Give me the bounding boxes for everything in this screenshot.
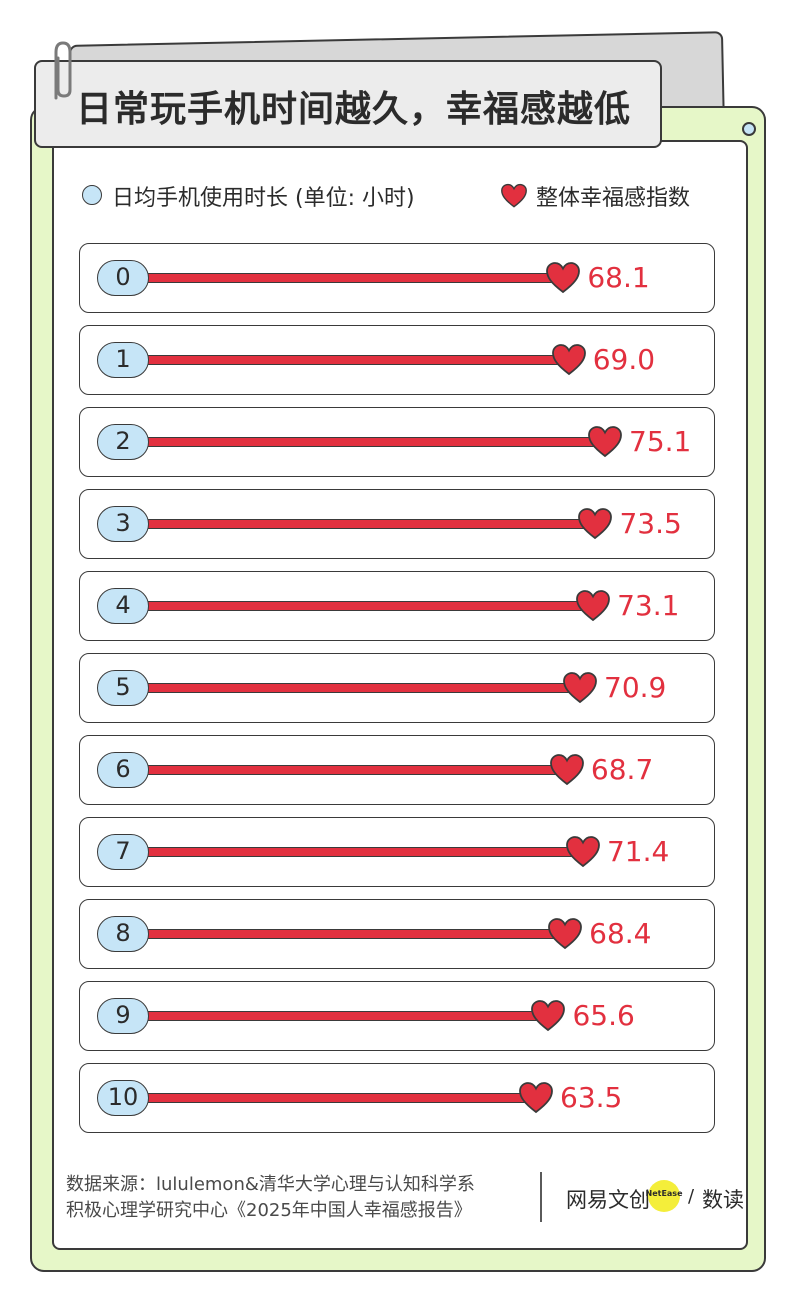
hours-category-label: 0 [97, 260, 149, 296]
brand-circle [648, 1180, 680, 1212]
legend-hours-swatch [82, 185, 102, 205]
legend: 日均手机使用时长 (单位: 小时) 整体幸福感指数 [82, 178, 722, 214]
brand-en: NetEase [645, 1189, 683, 1198]
chart-row: 6 68.7 [79, 735, 715, 805]
hours-category-label: 7 [97, 834, 149, 870]
heart-icon [551, 344, 586, 376]
heart-icon [563, 672, 597, 704]
happiness-value-label: 63.5 [560, 1081, 623, 1114]
heart-icon [588, 426, 622, 458]
paperclip-icon [54, 41, 72, 100]
chart-row: 4 73.1 [79, 571, 715, 641]
happiness-bar [140, 683, 581, 693]
happiness-bar [140, 355, 569, 365]
happiness-value-label: 70.9 [604, 671, 667, 704]
happiness-bar [140, 437, 605, 447]
heart-icon [566, 836, 600, 868]
chart-row: 0 68.1 [79, 243, 715, 313]
chart-row: 8 68.4 [79, 899, 715, 969]
happiness-value-label: 69.0 [592, 343, 656, 376]
hours-category-label: 3 [97, 506, 149, 542]
heart-icon [548, 918, 583, 950]
heart-icon [578, 508, 613, 540]
legend-index-label: 整体幸福感指数 [536, 186, 691, 211]
hours-category-label: 10 [97, 1080, 149, 1116]
hours-category-label: 4 [97, 588, 149, 624]
happiness-bar [140, 273, 564, 283]
chart-row: 10 63.5 [79, 1063, 715, 1133]
happiness-bar [140, 847, 583, 857]
chart-row: 3 73.5 [79, 489, 715, 559]
hours-category-label: 5 [97, 670, 149, 706]
happiness-value-label: 71.4 [606, 835, 670, 868]
brand-shudu: 数读 [702, 1188, 744, 1212]
happiness-value-label: 73.5 [619, 507, 682, 540]
source-line-2: 积极心理学研究中心《2025年中国人幸福感报告》 [66, 1200, 472, 1221]
brand-slash: / [688, 1186, 695, 1207]
heart-icon [576, 590, 610, 622]
happiness-bar [140, 601, 594, 611]
happiness-value-label: 73.1 [617, 589, 680, 622]
brand-logo: 网易文创 NetEase / 数读 [566, 1180, 746, 1220]
chart-row: 2 75.1 [79, 407, 715, 477]
legend-heart-icon [501, 183, 527, 208]
frame-dot-decoration [742, 122, 756, 136]
hours-category-label: 6 [97, 752, 149, 788]
happiness-bar [140, 1011, 549, 1021]
legend-hours-label: 日均手机使用时长 (单位: 小时) [112, 186, 415, 211]
happiness-bar [140, 519, 596, 529]
footer-divider [540, 1172, 542, 1222]
hours-category-label: 2 [97, 424, 149, 460]
chart-row: 1 69.0 [79, 325, 715, 395]
heart-icon [519, 1082, 553, 1114]
happiness-bar [140, 765, 567, 775]
hours-category-label: 9 [97, 998, 149, 1034]
happiness-value-label: 68.4 [589, 917, 652, 950]
happiness-bar [140, 929, 566, 939]
happiness-value-label: 65.6 [572, 999, 635, 1032]
brand-cn: 网易文创 [566, 1188, 650, 1212]
heart-icon [550, 754, 584, 786]
chart-row: 7 71.4 [79, 817, 715, 887]
chart-row: 9 65.6 [79, 981, 715, 1051]
hours-category-label: 8 [97, 916, 149, 952]
hours-category-label: 1 [97, 342, 149, 378]
happiness-value-label: 68.7 [590, 753, 654, 786]
happiness-value-label: 68.1 [587, 261, 650, 294]
happiness-value-label: 75.1 [629, 425, 692, 458]
title-card [34, 60, 662, 148]
chart-row: 5 70.9 [79, 653, 715, 723]
chart-title: 日常玩手机时间越久，幸福感越低 [76, 89, 632, 130]
heart-icon [531, 1000, 566, 1032]
heart-icon [546, 262, 581, 294]
source-line-1: 数据来源：lululemon&清华大学心理与认知科学系 [66, 1174, 475, 1195]
happiness-bar [140, 1093, 536, 1103]
source-note: 数据来源：lululemon&清华大学心理与认知科学系 积极心理学研究中心《20… [66, 1172, 536, 1224]
